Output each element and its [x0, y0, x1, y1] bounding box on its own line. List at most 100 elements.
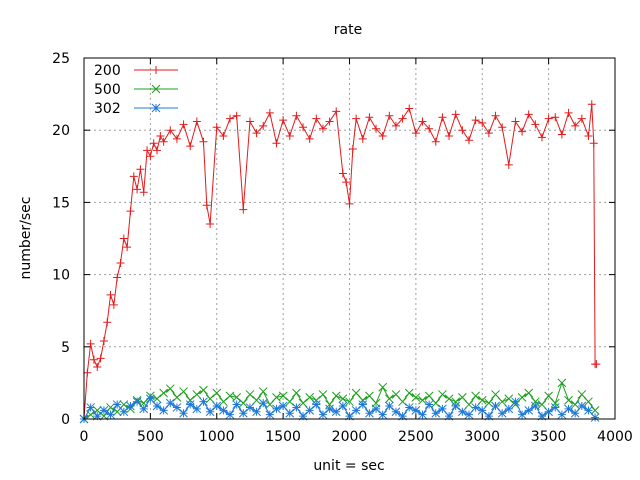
data-point-302 — [265, 410, 275, 420]
data-point-500 — [424, 391, 434, 401]
data-point-200 — [146, 152, 155, 161]
data-point-302 — [404, 403, 414, 412]
data-point-302 — [451, 401, 461, 411]
x-tick-label: 1000 — [199, 429, 235, 445]
data-point-500 — [311, 395, 321, 405]
data-point-302 — [345, 411, 354, 421]
data-point-302 — [285, 408, 295, 418]
data-point-500 — [577, 390, 587, 399]
grid — [84, 58, 615, 419]
data-point-500 — [199, 385, 208, 395]
data-point-302 — [477, 405, 487, 415]
data-point-500 — [165, 384, 175, 394]
data-point-500 — [438, 390, 447, 399]
data-point-302 — [272, 404, 281, 414]
data-point-302 — [544, 407, 553, 417]
data-point-500 — [119, 400, 129, 409]
data-point-500 — [318, 390, 328, 399]
data-point-500 — [557, 378, 567, 388]
x-tick-label: 1500 — [265, 429, 301, 445]
data-point-500 — [245, 390, 255, 399]
data-point-500 — [584, 397, 593, 407]
data-point-302 — [511, 397, 520, 407]
data-point-200 — [99, 337, 108, 346]
data-point-200 — [589, 139, 598, 148]
data-point-500 — [351, 388, 361, 398]
data-point-302 — [298, 411, 308, 421]
data-point-200 — [199, 137, 208, 146]
data-point-302 — [530, 401, 540, 411]
data-point-302 — [550, 403, 560, 412]
data-point-200 — [179, 120, 188, 129]
data-point-200 — [318, 124, 327, 133]
data-point-302 — [391, 407, 401, 417]
data-point-200 — [425, 124, 434, 133]
data-point-500 — [537, 400, 547, 409]
data-point-200 — [305, 134, 314, 143]
data-point-200 — [451, 110, 460, 119]
data-point-500 — [418, 395, 427, 405]
data-point-500 — [238, 398, 248, 408]
data-point-200 — [129, 172, 138, 181]
data-point-200 — [103, 318, 112, 327]
data-point-200 — [89, 355, 98, 364]
data-point-500 — [497, 397, 507, 407]
data-point-302 — [311, 400, 321, 409]
x-tick-label: 0 — [80, 429, 89, 445]
data-point-302 — [411, 405, 421, 415]
data-point-302 — [292, 403, 301, 412]
y-tick-label: 5 — [61, 340, 70, 356]
data-point-302 — [537, 411, 547, 421]
data-point-200 — [206, 220, 215, 229]
data-point-302 — [179, 408, 188, 418]
data-point-500 — [358, 395, 368, 405]
data-point-302 — [232, 400, 242, 409]
data-point-302 — [378, 410, 388, 420]
data-point-500 — [411, 392, 421, 402]
data-point-200 — [292, 111, 301, 120]
data-point-302 — [590, 413, 600, 422]
data-point-200 — [445, 131, 454, 140]
data-point-200 — [126, 207, 135, 216]
data-point-200 — [372, 124, 381, 133]
data-point-200 — [484, 129, 493, 138]
data-point-200 — [119, 234, 128, 243]
data-point-302 — [205, 407, 215, 417]
data-point-500 — [544, 391, 553, 401]
data-point-302 — [252, 407, 261, 417]
legend-label-302: 302 — [94, 101, 121, 117]
legend-label-200: 200 — [94, 63, 121, 79]
data-point-200 — [418, 117, 427, 126]
data-point-302 — [99, 405, 109, 415]
data-point-500 — [530, 397, 540, 407]
data-point-302 — [165, 398, 175, 408]
data-point-500 — [232, 392, 242, 402]
data-point-200 — [491, 111, 500, 120]
data-point-500 — [265, 400, 275, 409]
data-point-500 — [292, 388, 301, 398]
data-point-500 — [298, 398, 308, 408]
data-point-200 — [498, 123, 507, 132]
data-point-200 — [109, 300, 118, 309]
data-point-500 — [431, 398, 441, 408]
data-point-302 — [146, 394, 155, 404]
data-point-302 — [444, 411, 454, 421]
data-point-302 — [577, 401, 587, 411]
data-point-500 — [285, 397, 295, 407]
data-point-200 — [139, 188, 148, 197]
data-point-302 — [497, 408, 507, 418]
data-point-200 — [385, 111, 394, 120]
data-point-500 — [378, 382, 388, 392]
data-point-500 — [172, 392, 182, 402]
legend: 200 500 302 — [94, 63, 178, 117]
data-point-500 — [272, 392, 281, 402]
data-point-302 — [584, 405, 593, 415]
data-point-200 — [219, 131, 228, 140]
data-point-302 — [371, 404, 381, 414]
data-point-500 — [305, 392, 315, 402]
data-point-200 — [265, 108, 274, 117]
data-point-302 — [245, 403, 255, 412]
series-500 — [79, 378, 600, 424]
data-point-200 — [504, 160, 513, 169]
